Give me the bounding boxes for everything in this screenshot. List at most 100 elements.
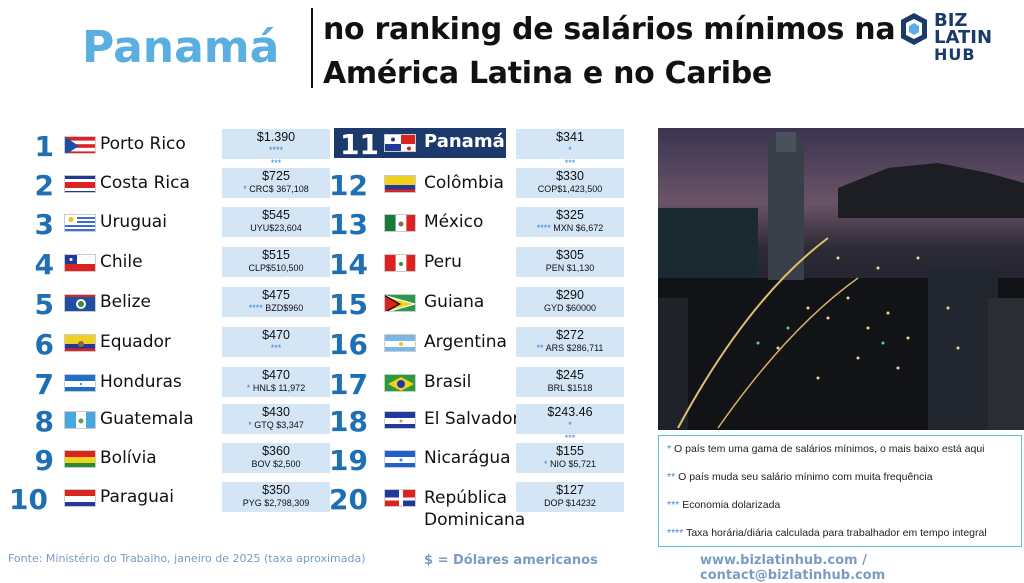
wage-cell-guatemala: $430 * GTQ $3,347	[222, 404, 330, 434]
flag-republica-dominicana-icon	[384, 489, 416, 507]
footnote-marker: ****	[536, 223, 551, 233]
wage-local-row: ****	[222, 144, 330, 157]
wage-cell-chile: $515 CLP$510,500	[222, 247, 330, 277]
note-item: * O país tem uma gama de salários mínimo…	[667, 442, 1013, 456]
wage-local: DOP $14232	[544, 498, 596, 508]
flag-belize-icon	[64, 294, 96, 312]
wage-local: GTQ $3,347	[254, 420, 304, 430]
country-name-republica-dominicana: República Dominicana	[424, 488, 526, 530]
bizlatinhub-logo[interactable]: BIZ LATIN HUB	[900, 10, 1020, 63]
page-title: no ranking de salários mínimos na Améric…	[323, 8, 896, 96]
wage-local: BOV $2,500	[251, 459, 301, 469]
rank-number: 4	[34, 248, 54, 281]
country-name-brasil: Brasil	[424, 372, 472, 392]
wage-cell-honduras: $470 * HNL$ 11,972	[222, 367, 330, 397]
wage-usd: $475	[262, 288, 290, 302]
rank-number: 16	[329, 328, 368, 361]
note-text: O país muda seu salário mínimo com muita…	[678, 471, 933, 483]
wage-usd: $360	[262, 444, 290, 458]
country-name-paraguai: Paraguai	[100, 487, 175, 507]
footnote-marker: *	[568, 145, 572, 155]
wage-local: BZD$960	[265, 303, 304, 313]
panama-highlight	[334, 128, 506, 158]
wage-local-row: * NIO $5,721	[516, 458, 624, 471]
footnote-marker-2: ***	[270, 158, 282, 168]
flag-mexico-icon	[384, 214, 416, 232]
wage-usd: $725	[262, 169, 290, 183]
wage-usd: $350	[262, 483, 290, 497]
wage-cell-republica-dominicana: $127 DOP $14232	[516, 482, 624, 512]
wage-usd: $545	[262, 208, 290, 222]
wage-cell-equador: $470 ***	[222, 327, 330, 357]
footnote-marker: **	[536, 343, 544, 353]
wage-local: BRL $1518	[547, 383, 593, 393]
footnote-marker-2: ***	[564, 158, 576, 168]
footer-contact-link[interactable]: www.bizlatinhub.com / contact@bizlatinhu…	[700, 553, 886, 583]
title-line-1: no ranking de salários mínimos na	[323, 12, 896, 47]
country-name-belize: Belize	[100, 292, 151, 312]
country-name-uruguai: Uruguai	[100, 212, 167, 232]
flag-porto-rico-icon	[64, 136, 96, 154]
wage-cell-mexico: $325 **** MXN $6,672	[516, 207, 624, 237]
country-name-guiana: Guiana	[424, 292, 485, 312]
flag-peru-icon	[384, 254, 416, 272]
notes-box: * O país tem uma gama de salários mínimo…	[658, 435, 1022, 547]
wage-local: NIO $5,721	[550, 459, 597, 469]
rank-number: 13	[329, 208, 368, 241]
wage-usd: $243.46	[547, 405, 593, 419]
flag-panama-icon	[384, 134, 416, 152]
wage-cell-brasil: $245 BRL $1518	[516, 367, 624, 397]
wage-local-row: *	[516, 144, 624, 157]
flag-el-salvador-icon	[384, 411, 416, 429]
wage-local: PEN $1,130	[545, 263, 595, 273]
wage-cell-argentina: $272 ** ARS $286,711	[516, 327, 624, 357]
footnote-marker: ****	[268, 145, 283, 155]
flag-colombia-icon	[384, 175, 416, 193]
note-marker: ***	[667, 499, 680, 511]
rank-number: 15	[329, 288, 368, 321]
country-name-costa-rica: Costa Rica	[100, 173, 190, 193]
flag-equador-icon	[64, 334, 96, 352]
country-name-guatemala: Guatemala	[100, 409, 194, 429]
city-night-image	[658, 128, 1024, 430]
logo-mark-icon	[901, 13, 927, 45]
flag-guiana-icon	[384, 294, 416, 312]
country-name-nicaragua: Nicarágua	[424, 448, 511, 468]
wage-cell-costa-rica: $725 * CRC$ 367,108	[222, 168, 330, 198]
panama-city-photo	[658, 128, 1024, 430]
country-name-colombia: Colômbia	[424, 173, 504, 193]
note-item: **** Taxa horária/diária calculada para …	[667, 526, 1013, 540]
wage-local-row: CLP$510,500	[222, 262, 330, 275]
footnote-marker-2: ***	[564, 433, 576, 443]
flag-argentina-icon	[384, 334, 416, 352]
wage-local-row: * HNL$ 11,972	[222, 382, 330, 395]
rank-number: 7	[34, 368, 54, 401]
wage-usd: $305	[556, 248, 584, 262]
footer-source: Fonte: Ministério do Trabalho, janeiro d…	[8, 552, 366, 565]
footnote-marker: *	[568, 420, 572, 430]
wage-cell-el-salvador: $243.46 * ***	[516, 404, 624, 443]
country-name-el-salvador: El Salvador	[424, 409, 520, 429]
rank-number: 14	[329, 248, 368, 281]
wage-local-row: PYG $2,798,309	[222, 497, 330, 510]
wage-cell-colombia: $330 COP$1,423,500	[516, 168, 624, 198]
wage-local: MXN $6,672	[553, 223, 604, 233]
logo-text: BIZ LATIN HUB	[934, 10, 1020, 64]
rank-number: 12	[329, 169, 368, 202]
wage-cell-guiana: $290 GYD $60000	[516, 287, 624, 317]
flag-nicaragua-icon	[384, 450, 416, 468]
logo-line-1: BIZ LATIN	[934, 10, 993, 48]
flag-paraguai-icon	[64, 489, 96, 507]
wage-local-row: BOV $2,500	[222, 458, 330, 471]
wage-cell-belize: $475 **** BZD$960	[222, 287, 330, 317]
country-name-mexico: México	[424, 212, 484, 232]
flag-honduras-icon	[64, 374, 96, 392]
wage-usd: $470	[262, 368, 290, 382]
wage-usd: $341	[556, 130, 584, 144]
wage-local-row: ***	[222, 342, 330, 355]
wage-usd: $290	[556, 288, 584, 302]
wage-local: COP$1,423,500	[537, 184, 603, 194]
wage-local: ARS $286,711	[545, 343, 604, 353]
footnote-marker: *	[246, 383, 251, 393]
note-marker: *	[667, 443, 672, 455]
